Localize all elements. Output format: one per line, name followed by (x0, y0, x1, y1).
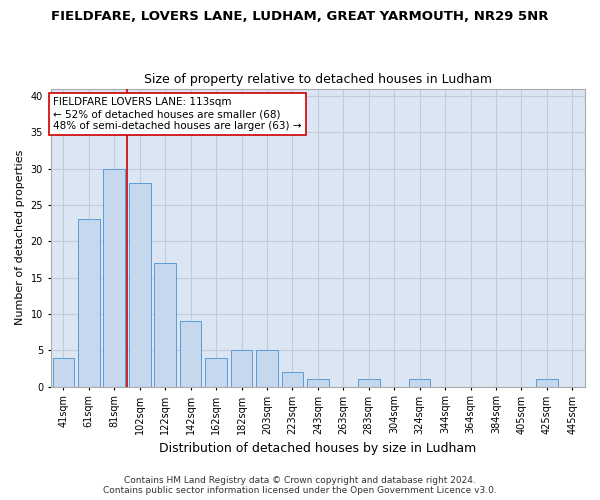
Bar (536, 380, 557, 386)
Bar (256, 350, 278, 386)
Bar (154, 263, 176, 386)
Bar (358, 380, 380, 386)
Bar (180, 321, 202, 386)
Bar (307, 380, 329, 386)
Bar (409, 380, 430, 386)
Bar (281, 372, 303, 386)
Bar (78, 220, 100, 386)
Bar (53, 358, 74, 386)
Text: FIELDFARE LOVERS LANE: 113sqm
← 52% of detached houses are smaller (68)
48% of s: FIELDFARE LOVERS LANE: 113sqm ← 52% of d… (53, 98, 302, 130)
Title: Size of property relative to detached houses in Ludham: Size of property relative to detached ho… (144, 73, 492, 86)
Text: FIELDFARE, LOVERS LANE, LUDHAM, GREAT YARMOUTH, NR29 5NR: FIELDFARE, LOVERS LANE, LUDHAM, GREAT YA… (51, 10, 549, 23)
Bar (129, 183, 151, 386)
X-axis label: Distribution of detached houses by size in Ludham: Distribution of detached houses by size … (159, 442, 476, 455)
Bar (103, 168, 125, 386)
Text: Contains HM Land Registry data © Crown copyright and database right 2024.
Contai: Contains HM Land Registry data © Crown c… (103, 476, 497, 495)
Bar (231, 350, 253, 386)
Bar (205, 358, 227, 386)
Y-axis label: Number of detached properties: Number of detached properties (15, 150, 25, 326)
